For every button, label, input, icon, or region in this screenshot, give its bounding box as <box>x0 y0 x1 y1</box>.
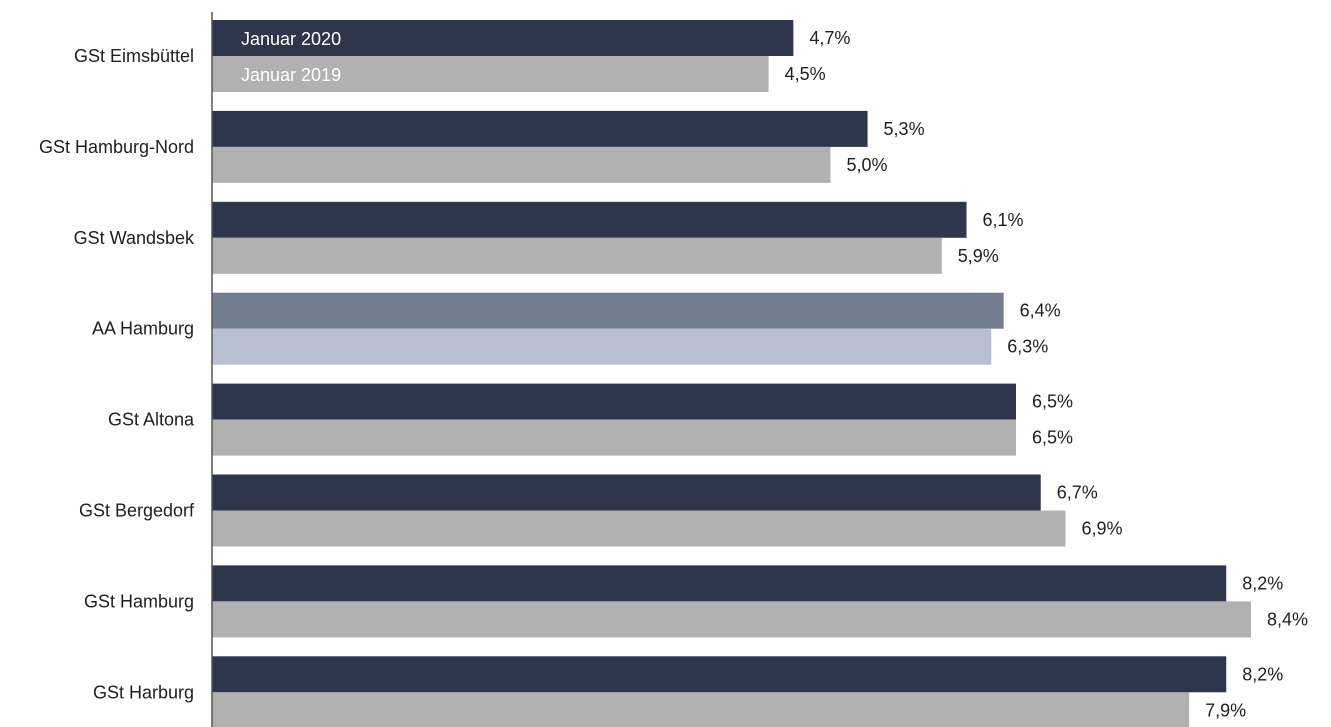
data-label: 6,9% <box>1081 519 1122 539</box>
bar-januar-2020 <box>212 201 967 238</box>
data-label: 6,5% <box>1032 428 1073 448</box>
category-label: AA Hamburg <box>92 319 194 339</box>
legend: Januar 2020 Januar 2019 <box>241 29 341 85</box>
bar-januar-2020 <box>212 656 1227 693</box>
data-label: 8,2% <box>1242 664 1283 684</box>
bars-layer <box>212 20 1251 727</box>
bar-januar-2019 <box>212 328 992 365</box>
category-label: GSt Wandsbek <box>74 228 195 248</box>
data-label: 7,9% <box>1205 700 1246 720</box>
legend-entry: Januar 2019 <box>241 65 341 85</box>
bar-januar-2020 <box>212 383 1016 420</box>
data-label: 6,7% <box>1057 483 1098 503</box>
bar-januar-2019 <box>212 692 1190 727</box>
data-label: 5,9% <box>958 246 999 266</box>
bar-januar-2019 <box>212 419 1016 456</box>
legend-entry: Januar 2020 <box>241 29 341 49</box>
bar-januar-2019 <box>212 510 1066 547</box>
data-label: 6,3% <box>1007 337 1048 357</box>
data-label: 5,0% <box>846 155 887 175</box>
data-label: 6,5% <box>1032 392 1073 412</box>
bar-januar-2019 <box>212 601 1251 638</box>
category-label: GSt Hamburg <box>84 591 194 611</box>
data-label: 8,2% <box>1242 573 1283 593</box>
bar-januar-2020 <box>212 110 868 147</box>
bar-januar-2020 <box>212 565 1227 602</box>
bar-januar-2019 <box>212 146 831 183</box>
category-label: GSt Eimsbüttel <box>74 46 194 66</box>
data-label: 5,3% <box>884 119 925 139</box>
data-label: 4,7% <box>809 28 850 48</box>
bar-januar-2020 <box>212 292 1004 329</box>
category-label: GSt Bergedorf <box>79 501 195 521</box>
data-label: 6,1% <box>983 210 1024 230</box>
data-label: 6,4% <box>1020 301 1061 321</box>
bar-januar-2019 <box>212 56 769 92</box>
bar-januar-2020 <box>212 20 794 56</box>
data-label: 8,4% <box>1267 609 1308 629</box>
category-label: GSt Harburg <box>93 682 194 702</box>
category-label: GSt Altona <box>108 410 195 430</box>
data-label: 4,5% <box>785 64 826 84</box>
bar-januar-2019 <box>212 237 942 274</box>
category-label: GSt Hamburg-Nord <box>39 137 194 157</box>
bar-januar-2020 <box>212 474 1041 511</box>
labels-layer: GSt Eimsbüttel 4,7% 4,5% GSt Hamburg-Nord 5,… <box>39 28 1308 720</box>
